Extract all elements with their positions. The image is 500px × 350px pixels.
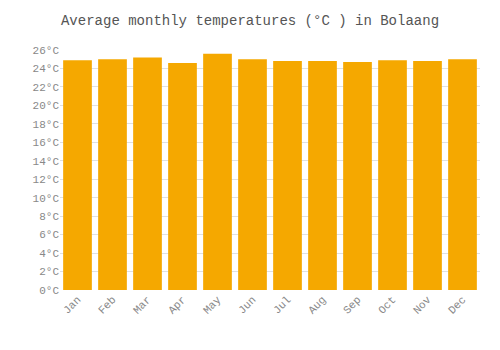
svg-text:14°C: 14°C: [33, 156, 60, 168]
svg-text:Average monthly temperatures (: Average monthly temperatures (°C ) in Bo…: [61, 13, 439, 29]
svg-text:Sep: Sep: [341, 294, 363, 316]
svg-text:10°C: 10°C: [33, 193, 60, 205]
svg-text:18°C: 18°C: [33, 119, 60, 131]
svg-text:Feb: Feb: [96, 294, 118, 316]
svg-text:0°C: 0°C: [39, 285, 59, 297]
svg-text:2°C: 2°C: [39, 266, 59, 278]
svg-text:16°C: 16°C: [33, 137, 60, 149]
svg-text:Nov: Nov: [411, 294, 434, 317]
svg-text:Jan: Jan: [61, 294, 83, 316]
svg-text:8°C: 8°C: [39, 211, 59, 223]
svg-text:24°C: 24°C: [33, 63, 60, 75]
svg-text:6°C: 6°C: [39, 229, 59, 241]
svg-text:Mar: Mar: [131, 294, 153, 316]
svg-text:Aug: Aug: [306, 294, 328, 316]
svg-text:Dec: Dec: [446, 294, 468, 316]
svg-text:26°C: 26°C: [33, 45, 60, 57]
svg-text:4°C: 4°C: [39, 248, 59, 260]
svg-text:Jul: Jul: [271, 294, 293, 316]
svg-text:Oct: Oct: [376, 294, 398, 316]
svg-text:12°C: 12°C: [33, 174, 60, 186]
svg-text:22°C: 22°C: [33, 82, 60, 94]
svg-text:May: May: [201, 294, 224, 317]
svg-text:Jun: Jun: [236, 294, 258, 316]
svg-text:20°C: 20°C: [33, 100, 60, 112]
svg-text:Apr: Apr: [166, 294, 188, 316]
